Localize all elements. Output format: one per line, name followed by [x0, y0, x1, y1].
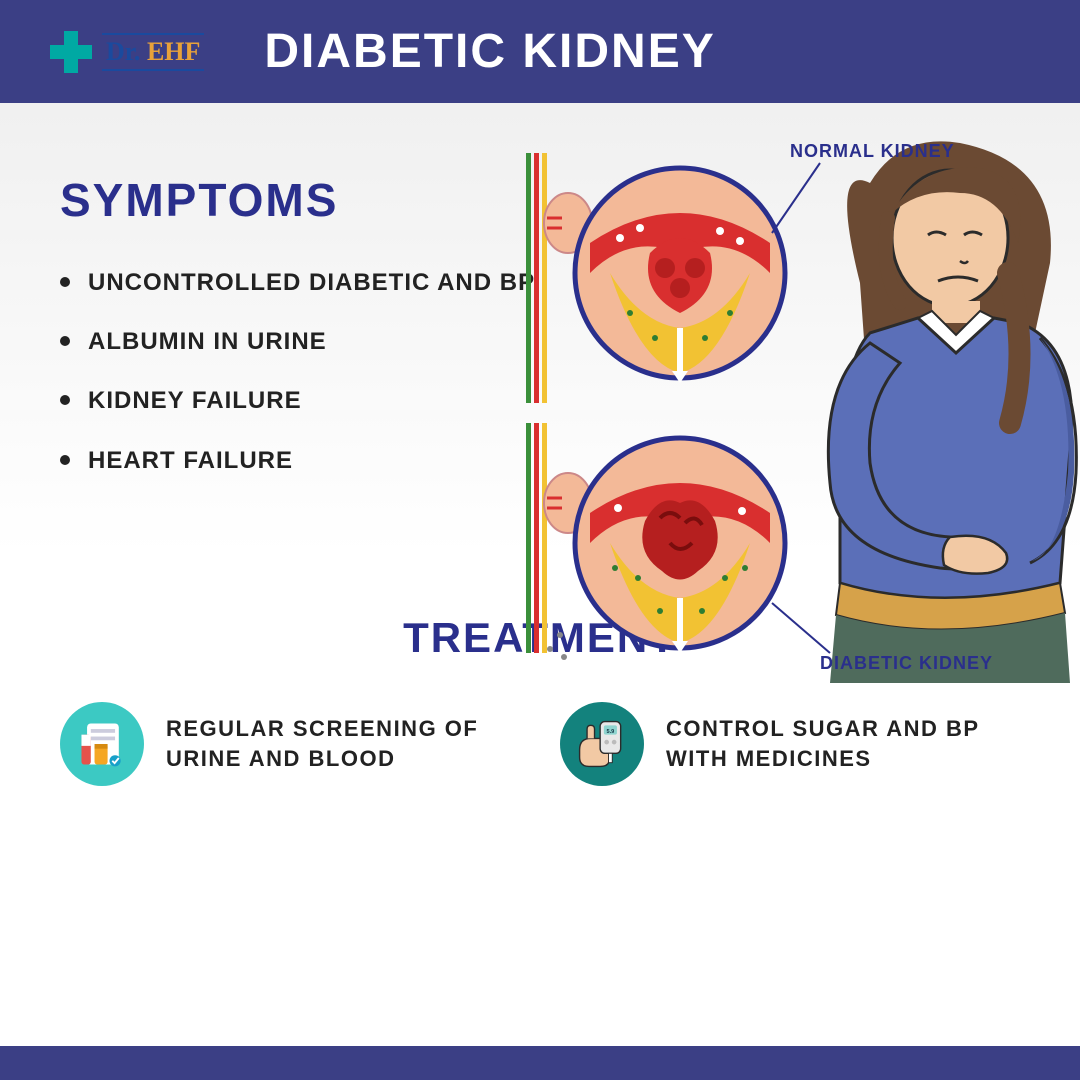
symptoms-heading: SYMPTOMS	[60, 173, 540, 227]
header-bar: Dr. EHF DIABETIC KIDNEY	[0, 0, 1080, 103]
normal-kidney-label: NORMAL KIDNEY	[790, 141, 955, 162]
svg-text:5.9: 5.9	[607, 729, 615, 735]
symptoms-list: UNCONTROLLED DIABETIC AND BP ALBUMIN IN …	[60, 267, 540, 476]
medical-illustration: NORMAL KIDNEY DIABETIC KIDNEY	[520, 123, 1080, 683]
symptom-item: HEART FAILURE	[60, 445, 540, 476]
page-title: DIABETIC KIDNEY	[264, 24, 715, 79]
symptoms-section: SYMPTOMS UNCONTROLLED DIABETIC AND BP AL…	[0, 103, 1080, 554]
brand-logo-text: Dr. EHF	[102, 33, 204, 71]
normal-kidney-diagram-icon	[575, 163, 820, 383]
symptoms-text-block: SYMPTOMS UNCONTROLLED DIABETIC AND BP AL…	[60, 173, 540, 504]
treatment-text: CONTROL SUGAR AND BP WITH MEDICINES	[666, 714, 1020, 773]
diabetic-kidney-diagram-icon	[547, 438, 830, 660]
treatment-list: REGULAR SCREENING OF URINE AND BLOOD 5.9…	[60, 702, 1020, 786]
glucometer-icon: 5.9	[560, 702, 644, 786]
treatment-text: REGULAR SCREENING OF URINE AND BLOOD	[166, 714, 520, 773]
symptom-item: UNCONTROLLED DIABETIC AND BP	[60, 267, 540, 298]
treatment-item: 5.9 CONTROL SUGAR AND BP WITH MEDICINES	[560, 702, 1020, 786]
brand-logo: Dr. EHF	[50, 31, 204, 73]
symptom-item: ALBUMIN IN URINE	[60, 326, 540, 357]
lab-test-icon	[60, 702, 144, 786]
treatment-item: REGULAR SCREENING OF URINE AND BLOOD	[60, 702, 520, 786]
brand-name: EHF	[147, 37, 200, 66]
footer-bar	[0, 1046, 1080, 1080]
brand-dr: Dr.	[106, 37, 140, 66]
woman-figure-icon	[828, 141, 1076, 683]
symptom-item: KIDNEY FAILURE	[60, 385, 540, 416]
diabetic-kidney-label: DIABETIC KIDNEY	[820, 653, 993, 674]
medical-cross-icon	[50, 31, 92, 73]
